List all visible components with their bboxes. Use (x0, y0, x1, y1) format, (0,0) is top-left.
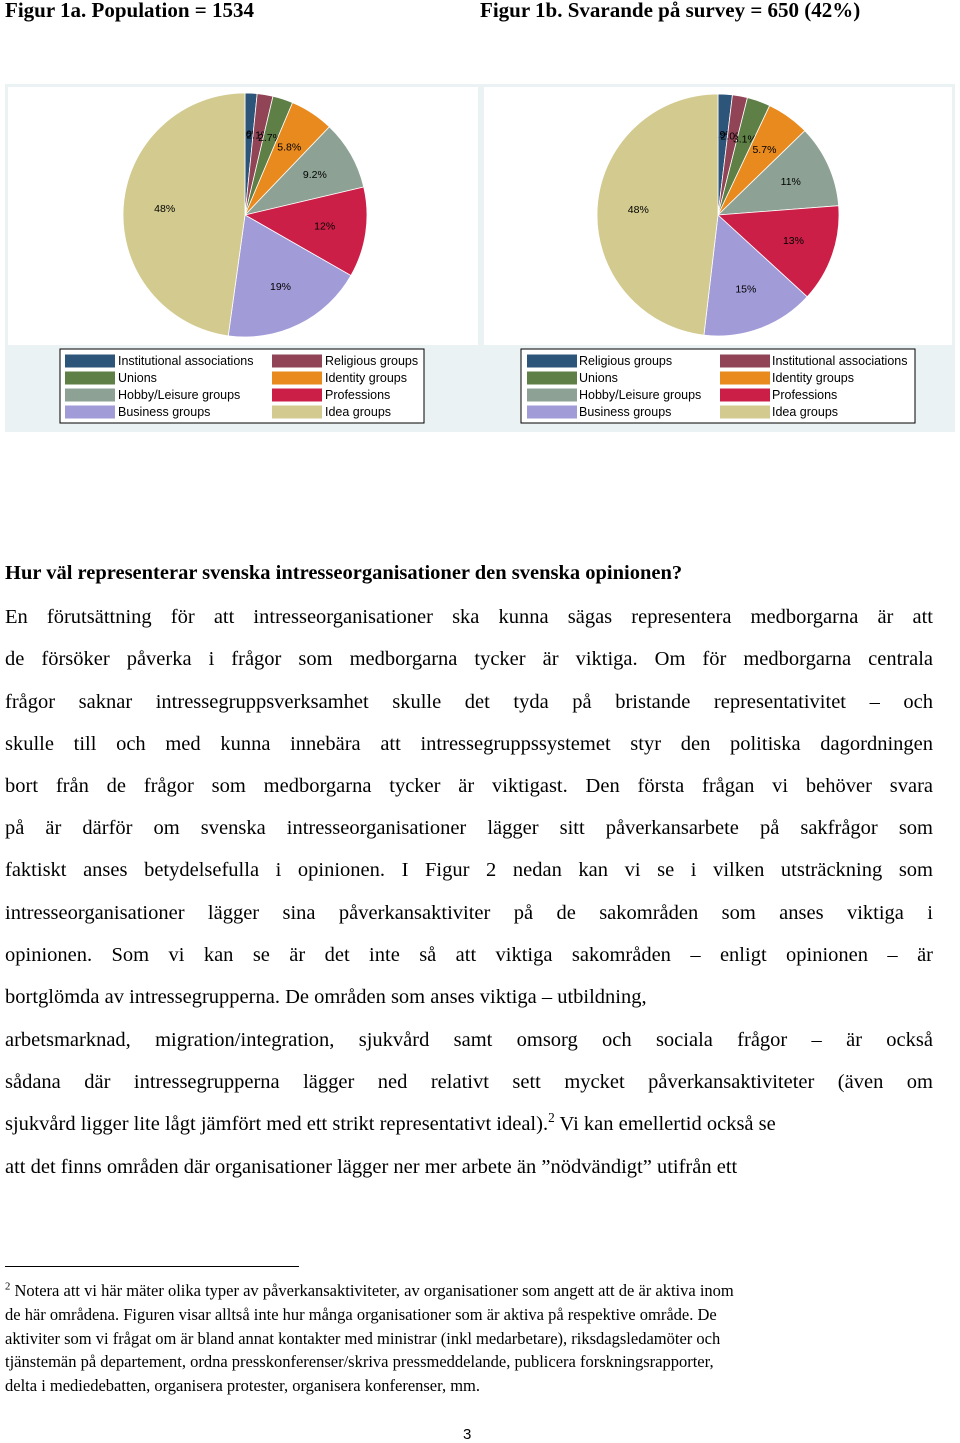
legend-swatch (527, 405, 577, 419)
legend-swatch (527, 371, 577, 385)
legend-swatch (527, 354, 577, 368)
legend-swatch (720, 371, 770, 385)
legend-label: Religious groups (579, 354, 672, 368)
pie-slice (716, 130, 840, 216)
body-line: på är därför om svenska intresseorganisa… (5, 817, 933, 839)
legend-label: Institutional associations (118, 354, 254, 368)
body-line: sjukvård ligger lite lågt jämfört med et… (5, 1110, 933, 1136)
pie-slice (703, 214, 808, 337)
slice-label: 5.8% (277, 142, 301, 154)
body-line: att det finns områden där organisationer… (5, 1156, 738, 1178)
body-line: opinionen. Som vi kan se är det inte så … (5, 944, 933, 966)
legend-label: Business groups (579, 405, 671, 419)
footnote-line: delta i mediedebatten, organisera protes… (5, 1376, 481, 1395)
footnote-line: de här områdena. Figuren visar alltså in… (5, 1305, 717, 1324)
legend-label: Identity groups (325, 371, 407, 385)
slice-label: 3.1% (733, 134, 757, 146)
legend-swatch (65, 354, 115, 368)
body-line: bort från de frågor som medborgarna tyck… (5, 775, 933, 797)
body-line: bortglömda av intressegrupperna. De områ… (5, 986, 647, 1008)
legend-swatch (272, 388, 322, 402)
legend-box (59, 348, 425, 424)
pie-slice (227, 214, 352, 338)
legend-label: Professions (325, 388, 390, 402)
footnote-rule (5, 1266, 299, 1267)
legend-label: Professions (772, 388, 837, 402)
body-line: faktiskt anses betydelsefulla i opinione… (5, 859, 933, 881)
body-line: intresseorganisationer lägger sina påver… (5, 902, 933, 924)
legend-swatch (720, 388, 770, 402)
body-line: En förutsättning för att intresseorganis… (5, 606, 933, 628)
legend-swatch (65, 388, 115, 402)
legend-swatch (527, 388, 577, 402)
slice-label: 11% (781, 176, 801, 188)
legend-label: Business groups (118, 405, 210, 419)
legend-label: Unions (118, 371, 157, 385)
pie-slice (243, 186, 368, 277)
legend-label: Institutional associations (772, 354, 908, 368)
body-line: skulle till och med kunna innebära att i… (5, 733, 933, 755)
footnote-line: aktiviter som vi frågat om är bland anna… (5, 1329, 721, 1348)
figure-title: Figur 1b. Svarande på survey = 650 (42%) (480, 0, 861, 22)
legend-swatch (720, 405, 770, 419)
slice-label: 48% (154, 203, 175, 215)
pie-slice (122, 92, 246, 337)
legend-swatch (272, 371, 322, 385)
heading: Hur väl representerar svenska intresseor… (5, 562, 683, 584)
footnote-line: tjänstemän på departement, ordna pressko… (5, 1352, 714, 1371)
legend-label: Idea groups (772, 405, 838, 419)
body-line: frågor saknar intressegruppsverksamhet s… (5, 691, 933, 713)
legend-label: Religious groups (325, 354, 418, 368)
body-line: arbetsmarknad, migration/integration, sj… (5, 1029, 933, 1051)
legend-swatch (65, 371, 115, 385)
legend-label: Identity groups (772, 371, 854, 385)
legend-swatch (272, 354, 322, 368)
charts: 1.6%Institutional associations2.1%Religi… (5, 84, 955, 432)
slice-label: 48% (628, 204, 649, 216)
body-line: sådana där intressegrupperna lägger ned … (5, 1071, 933, 1093)
footnote-mark: 2 (5, 1280, 11, 1293)
slice-label: 9.2% (303, 169, 327, 181)
footnote-line: 2 Notera att vi här mäter olika typer av… (5, 1281, 935, 1301)
body-text: sjukvård ligger lite lågt jämfört med et… (5, 1113, 549, 1135)
slice-label: 15% (735, 284, 756, 296)
legend-box (520, 348, 916, 424)
body-line: de försöker påverka i frågor som medborg… (5, 648, 933, 670)
legend-swatch (65, 405, 115, 419)
body-text: Vi kan emellertid också se (559, 1113, 776, 1135)
slice-label: 19% (270, 281, 291, 293)
figure-title: Figur 1a. Population = 1534 (5, 0, 255, 22)
legend-swatch (272, 405, 322, 419)
slice-label: 12% (314, 220, 335, 232)
legend-label: Hobby/Leisure groups (118, 388, 240, 402)
legend-label: Idea groups (325, 405, 391, 419)
footnote-text: Notera att vi här mäter olika typer av p… (14, 1281, 734, 1300)
slice-label: 13% (783, 235, 804, 247)
footnote-ref: 2 (548, 1110, 555, 1126)
legend-label: Hobby/Leisure groups (579, 388, 701, 402)
pie-slice (596, 93, 719, 336)
slice-label: 5.7% (752, 144, 776, 156)
legend-label: Unions (579, 371, 618, 385)
legend-swatch (720, 354, 770, 368)
pie-slice (717, 205, 840, 298)
page-number: 3 (463, 1426, 472, 1443)
